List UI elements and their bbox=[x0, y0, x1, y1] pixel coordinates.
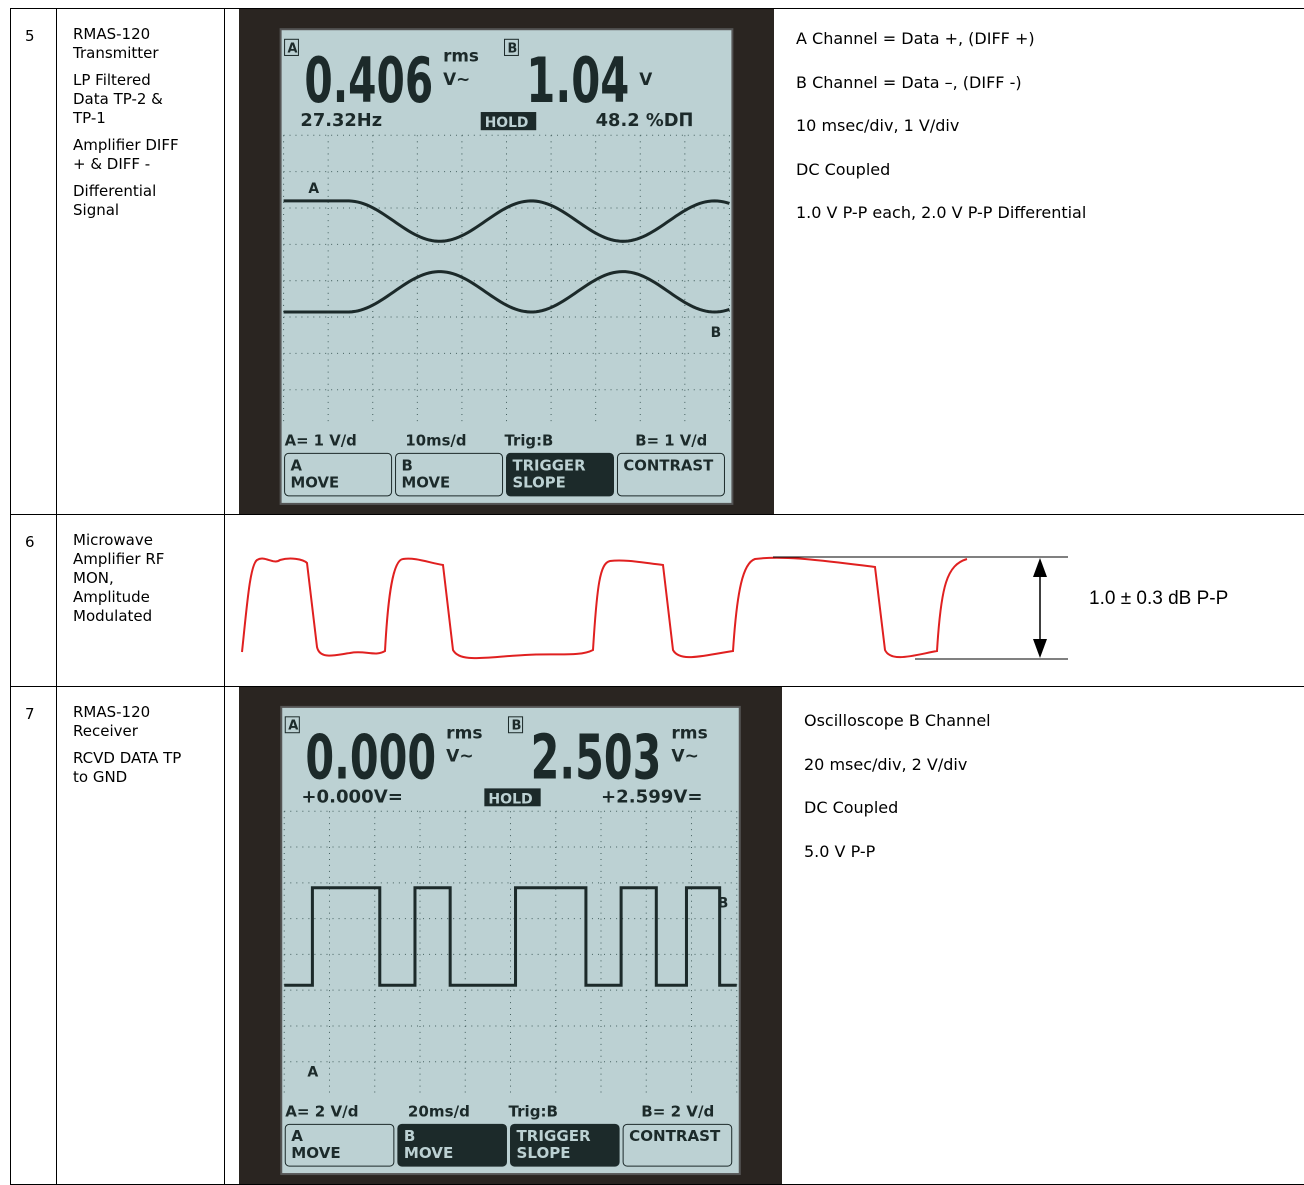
arrow-head bbox=[1033, 558, 1047, 577]
softkey-text: MOVE bbox=[404, 1144, 453, 1162]
status-text: B= 2 V/d bbox=[641, 1102, 714, 1120]
content-cell: 1.0 ± 0.3 dB P-P bbox=[225, 515, 1304, 687]
screen-text: V bbox=[639, 70, 653, 90]
screen-text: HOLD bbox=[488, 791, 532, 807]
row-number: 7 bbox=[25, 705, 56, 723]
note: 1.0 V P-P each, 2.0 V P-P Differential bbox=[796, 203, 1086, 247]
table-row: 5 RMAS-120 Transmitter LP Filtered Data TP… bbox=[11, 9, 1304, 515]
screen-text: A bbox=[307, 1065, 318, 1081]
softkey-text: TRIGGER bbox=[517, 1127, 592, 1145]
row-number: 5 bbox=[25, 27, 56, 45]
softkey-text: MOVE bbox=[291, 1144, 340, 1162]
screen-text: rms bbox=[446, 724, 482, 744]
softkey-text: B bbox=[404, 1127, 415, 1145]
notes: A Channel = Data +, (DIFF +)B Channel = … bbox=[796, 9, 1086, 514]
description: RMAS-120 Transmitter bbox=[73, 25, 184, 63]
note: DC Coupled bbox=[796, 160, 1086, 204]
oscilloscope-screen: A 0.406 rms V~ B 1.04 V 27.32Hz HOLD 48.2 %DΠ A B A=… bbox=[239, 9, 774, 514]
note: 20 msec/div, 2 V/div bbox=[804, 755, 991, 799]
status-text: 20ms/d bbox=[408, 1102, 470, 1120]
description-cell: RMAS-120 Transmitter LP Filtered Data TP-… bbox=[57, 9, 225, 515]
screen-text: V~ bbox=[443, 70, 470, 90]
screen-text: HOLD bbox=[485, 115, 529, 131]
softkey-text: A bbox=[291, 456, 303, 474]
screen-text: V~ bbox=[671, 747, 699, 767]
softkey-text: CONTRAST bbox=[623, 456, 714, 474]
screen-text: B bbox=[507, 41, 517, 56]
status-text: Trig:B bbox=[505, 431, 554, 449]
cell-content: A 0.406 rms V~ B 1.04 V 27.32Hz HOLD 48.2 %DΠ A B A=… bbox=[225, 9, 1304, 514]
rf-waveform: 1.0 ± 0.3 dB P-P bbox=[225, 515, 1304, 686]
description: RMAS-120 Receiver bbox=[73, 703, 184, 741]
description: Differential Signal bbox=[73, 182, 184, 220]
softkey-text: B bbox=[401, 456, 412, 474]
screen-text: A bbox=[288, 719, 298, 734]
number-cell: 6 bbox=[11, 515, 57, 687]
description-cell: RMAS-120 Receiver RCVD DATA TP to GND bbox=[57, 687, 225, 1185]
softkey-text: SLOPE bbox=[517, 1144, 571, 1162]
note: Oscilloscope B Channel bbox=[804, 711, 991, 755]
screen-text: 1.04 bbox=[526, 43, 629, 117]
note: 5.0 V P-P bbox=[804, 842, 991, 886]
softkey-text: MOVE bbox=[291, 474, 340, 492]
status-text: B= 1 V/d bbox=[635, 431, 707, 449]
softkey-text: A bbox=[291, 1127, 303, 1145]
screen-text: 27.32Hz bbox=[300, 110, 382, 131]
screen-text: 48.2 %DΠ bbox=[596, 110, 694, 131]
softkey-text: CONTRAST bbox=[629, 1127, 721, 1145]
screen-text: A bbox=[308, 181, 319, 197]
table-row: 7 RMAS-120 Receiver RCVD DATA TP to GND A 0.… bbox=[11, 687, 1304, 1185]
status-text: A= 2 V/d bbox=[285, 1102, 358, 1120]
arrow-head bbox=[1033, 639, 1047, 658]
content-cell: A 0.406 rms V~ B 1.04 V 27.32Hz HOLD 48.2 %DΠ A B A=… bbox=[225, 9, 1304, 515]
screen-text: +2.599V= bbox=[601, 786, 703, 807]
table-row: 6 Microwave Amplifier RF MON, Amplitude M… bbox=[11, 515, 1304, 687]
screen-text: V~ bbox=[446, 747, 474, 767]
screen-text: A bbox=[288, 41, 298, 56]
content-cell: A 0.000 rms V~ B 2.503 rms V~ +0.000V= HOLD +2.599… bbox=[225, 687, 1304, 1185]
cell-content: 1.0 ± 0.3 dB P-P bbox=[225, 515, 1304, 686]
screen-text: 0.000 bbox=[305, 721, 436, 794]
note: DC Coupled bbox=[804, 798, 991, 842]
screen-text: 2.503 bbox=[531, 721, 662, 794]
softkey-text: SLOPE bbox=[512, 474, 565, 492]
description: RCVD DATA TP to GND bbox=[73, 749, 184, 787]
screen-text: rms bbox=[671, 724, 707, 744]
screen-text: 0.406 bbox=[304, 43, 433, 117]
waveform bbox=[242, 558, 967, 658]
number-cell: 7 bbox=[11, 687, 57, 1185]
cell-content: A 0.000 rms V~ B 2.503 rms V~ +0.000V= HOLD +2.599… bbox=[225, 687, 1304, 1184]
table-body: 5 RMAS-120 Transmitter LP Filtered Data TP… bbox=[11, 9, 1304, 1185]
note: 10 msec/div, 1 V/div bbox=[796, 116, 1086, 160]
softkey-text: TRIGGER bbox=[512, 456, 586, 474]
screen-text: B bbox=[711, 325, 722, 341]
description: Microwave Amplifier RF MON, Amplitude Mo… bbox=[73, 531, 184, 626]
description: Amplifier DIFF + & DIFF - bbox=[73, 136, 184, 174]
row-number: 6 bbox=[25, 533, 56, 551]
status-text: A= 1 V/d bbox=[285, 431, 357, 449]
note: B Channel = Data –, (DIFF -) bbox=[796, 73, 1086, 117]
status-text: Trig:B bbox=[508, 1102, 558, 1120]
oscilloscope-screen: A 0.000 rms V~ B 2.503 rms V~ +0.000V= HOLD +2.599… bbox=[239, 687, 782, 1184]
status-text: 10ms/d bbox=[405, 431, 466, 449]
screen-text: rms bbox=[443, 46, 479, 66]
description: LP Filtered Data TP-2 & TP-1 bbox=[73, 71, 184, 128]
screen-text: B bbox=[512, 719, 522, 734]
note: A Channel = Data +, (DIFF +) bbox=[796, 29, 1086, 73]
number-cell: 5 bbox=[11, 9, 57, 515]
document: 5 RMAS-120 Transmitter LP Filtered Data TP… bbox=[10, 8, 1304, 1185]
description-cell: Microwave Amplifier RF MON, Amplitude Mo… bbox=[57, 515, 225, 687]
span-label: 1.0 ± 0.3 dB P-P bbox=[1089, 588, 1228, 609]
softkey-text: MOVE bbox=[401, 474, 450, 492]
screen-text: +0.000V= bbox=[301, 786, 403, 807]
signal-table: 5 RMAS-120 Transmitter LP Filtered Data TP… bbox=[10, 8, 1304, 1185]
scope-photo: A 0.000 rms V~ B 2.503 rms V~ +0.000V= HOLD +2.599… bbox=[239, 687, 782, 1184]
scope-photo: A 0.406 rms V~ B 1.04 V 27.32Hz HOLD 48.2 %DΠ A B A=… bbox=[239, 9, 774, 514]
